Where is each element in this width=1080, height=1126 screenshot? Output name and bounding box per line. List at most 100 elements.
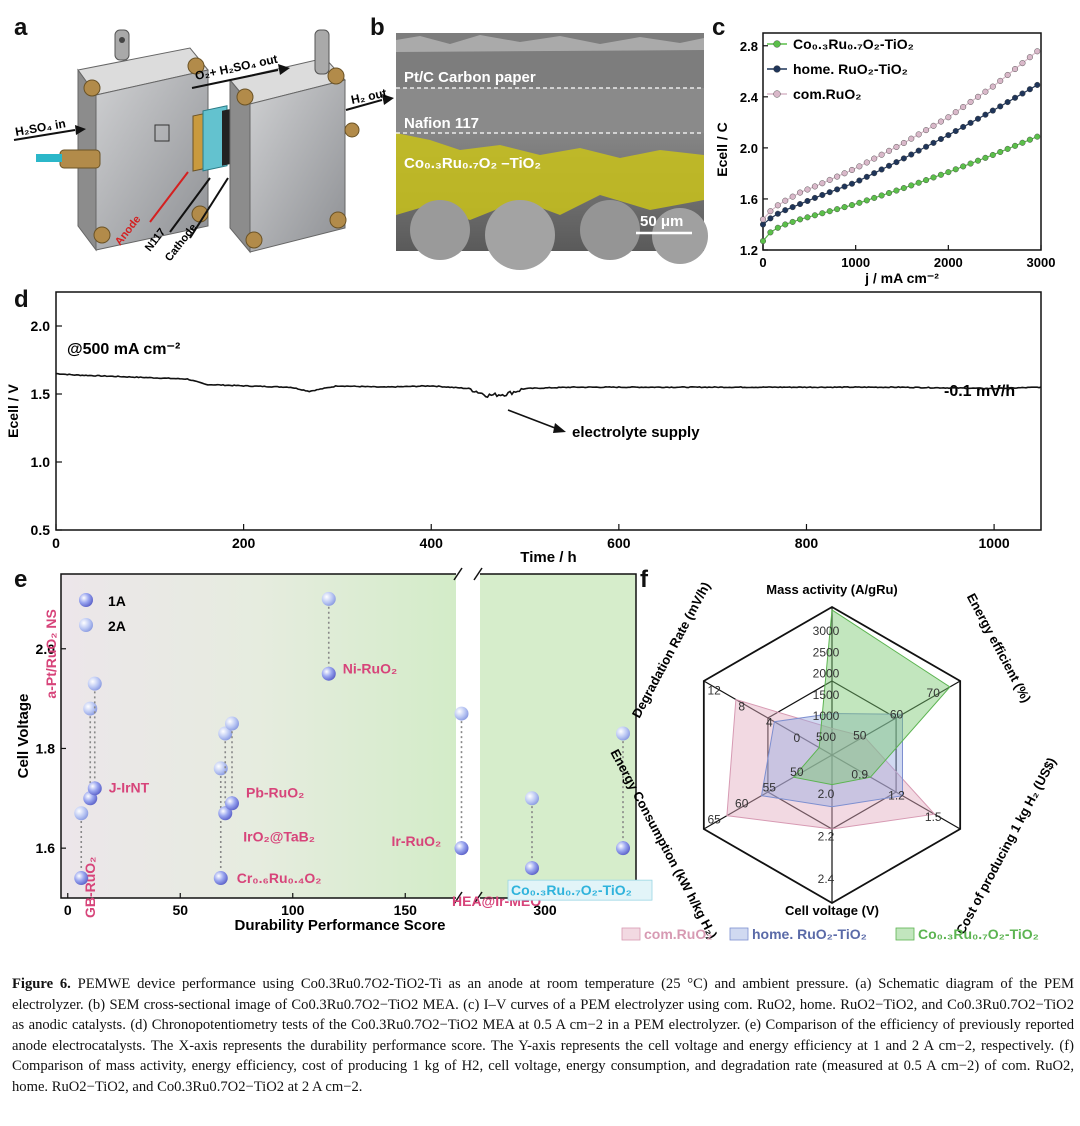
data-point — [774, 210, 781, 217]
radar-tick-label: 4 — [766, 715, 773, 729]
radar-tick-label: 2.4 — [818, 872, 835, 886]
y-tick-label: 1.8 — [36, 740, 56, 756]
data-point — [826, 189, 833, 196]
radar-tick-label: 2500 — [813, 645, 840, 659]
y-tick-label: 1.6 — [36, 840, 56, 856]
data-point — [930, 122, 937, 129]
y-axis-label: Ecell / C — [714, 122, 730, 176]
radar-axis-label: Degradation Rate (mV/h) — [629, 579, 713, 720]
catalyst-layer — [396, 133, 704, 220]
data-point — [923, 143, 930, 150]
annotation-rate: -0.1 mV/h — [944, 383, 1015, 400]
point-label: Pb-RuO₂ — [246, 784, 304, 800]
x-tick-label: 1000 — [841, 255, 870, 270]
y-tick-label: 1.0 — [31, 454, 51, 470]
data-point — [871, 170, 878, 177]
radar-axis-label: Cell voltage (V) — [785, 903, 879, 918]
data-point — [871, 155, 878, 162]
point-label: Ni-RuO₂ — [343, 661, 397, 677]
panel-e-comparison-chart: 1A 2A 0 50 100 150 300 1.6 1.8 2.0 Durability Pe… — [15, 567, 653, 934]
data-point — [841, 204, 848, 211]
legend-2a-marker — [79, 618, 93, 632]
annotation-current: @500 mA cm⁻² — [67, 341, 180, 358]
data-point — [989, 151, 996, 158]
left-tab — [114, 29, 130, 61]
data-point — [915, 147, 922, 154]
legend-swatch — [895, 927, 915, 941]
data-point — [774, 224, 781, 231]
data-point — [1019, 139, 1026, 146]
data-point — [826, 176, 833, 183]
data-point — [1012, 94, 1019, 101]
radar-tick-label: 12 — [707, 683, 721, 697]
y-tick-label: 2.0 — [36, 641, 56, 657]
data-point — [960, 104, 967, 111]
radar-tick-label: 3000 — [813, 624, 840, 638]
point-2a — [321, 591, 336, 606]
legend-1a-marker — [79, 593, 93, 607]
data-point — [893, 159, 900, 166]
legend-label: Co₀.₃Ru₀.₇O₂-TiO₂ — [918, 926, 1039, 942]
radar-series-2 — [792, 609, 951, 786]
x-tick-label: 600 — [607, 535, 631, 551]
data-point — [900, 155, 907, 162]
point-2a — [616, 726, 630, 741]
point-2a — [74, 806, 89, 821]
y-tick-label: 1.5 — [31, 386, 51, 402]
radar-tick-label: 500 — [816, 730, 836, 744]
x-tick-label: 100 — [281, 902, 305, 918]
legend-label: home. RuO₂-TiO₂ — [752, 926, 867, 942]
x-tick-label: 800 — [795, 535, 819, 551]
point-label: Ir-RuO₂ — [392, 833, 442, 849]
data-point — [974, 157, 981, 164]
caption-text: PEMWE device performance using Co0.3Ru0.… — [12, 976, 1074, 1095]
data-point — [923, 127, 930, 134]
data-point — [974, 93, 981, 100]
radar-tick-label: 0 — [793, 731, 800, 745]
radar-series-1 — [760, 713, 903, 808]
legend-swatch — [621, 927, 641, 941]
data-point — [797, 216, 804, 223]
data-point — [1019, 90, 1026, 97]
data-point — [952, 128, 959, 135]
radar-tick-label: 1000 — [813, 709, 840, 723]
x-tick-label: 3000 — [1027, 255, 1056, 270]
inlet-fitting — [59, 149, 101, 169]
legend-swatch — [729, 927, 749, 941]
label-box — [507, 879, 653, 901]
radar-tick-label: 8 — [738, 699, 745, 713]
y-tick-label: 2.8 — [740, 39, 758, 54]
radar-series-0 — [726, 698, 936, 830]
data-point — [774, 202, 781, 209]
point-1a — [218, 806, 233, 821]
data-point — [908, 151, 915, 158]
x-tick-label: 50 — [172, 902, 188, 918]
point-1a — [74, 871, 89, 886]
data-point — [841, 170, 848, 177]
data-point — [804, 186, 811, 193]
data-point — [967, 160, 974, 167]
data-point — [937, 171, 944, 178]
point-2a — [83, 701, 98, 716]
data-point — [760, 221, 767, 228]
point-2a — [525, 791, 539, 806]
anode-pointer — [149, 171, 189, 223]
data-point — [1004, 71, 1011, 78]
panel-d-chrono-chart: @500 mA cm⁻² -0.1 mV/h electrolyte suppl… — [5, 291, 1042, 566]
legend-marker — [773, 40, 781, 48]
point-1a — [87, 781, 102, 796]
panel-label-f: f — [640, 566, 648, 593]
data-point — [886, 162, 893, 169]
radar-tick-label: 1.5 — [925, 810, 942, 824]
radar-tick-label: 50 — [790, 765, 804, 779]
data-point — [900, 139, 907, 146]
panel-label-b: b — [370, 14, 385, 41]
legend-label: com.RuO₂ — [644, 926, 712, 942]
data-point — [878, 151, 885, 158]
y-axis-label: Ecell / V — [5, 383, 21, 437]
data-point — [804, 197, 811, 204]
point-1a — [321, 666, 336, 681]
radar-tick-label: 60 — [735, 797, 749, 811]
data-point — [952, 109, 959, 116]
plot-bg-left — [61, 574, 456, 898]
